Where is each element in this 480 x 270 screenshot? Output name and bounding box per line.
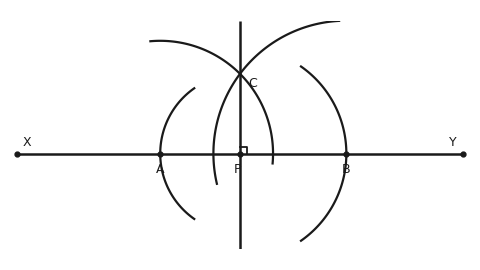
Text: C: C	[248, 76, 257, 89]
Text: A: A	[156, 163, 165, 176]
Text: B: B	[342, 163, 351, 176]
Text: P: P	[234, 163, 241, 176]
Text: X: X	[23, 136, 32, 149]
Text: Y: Y	[449, 136, 457, 149]
